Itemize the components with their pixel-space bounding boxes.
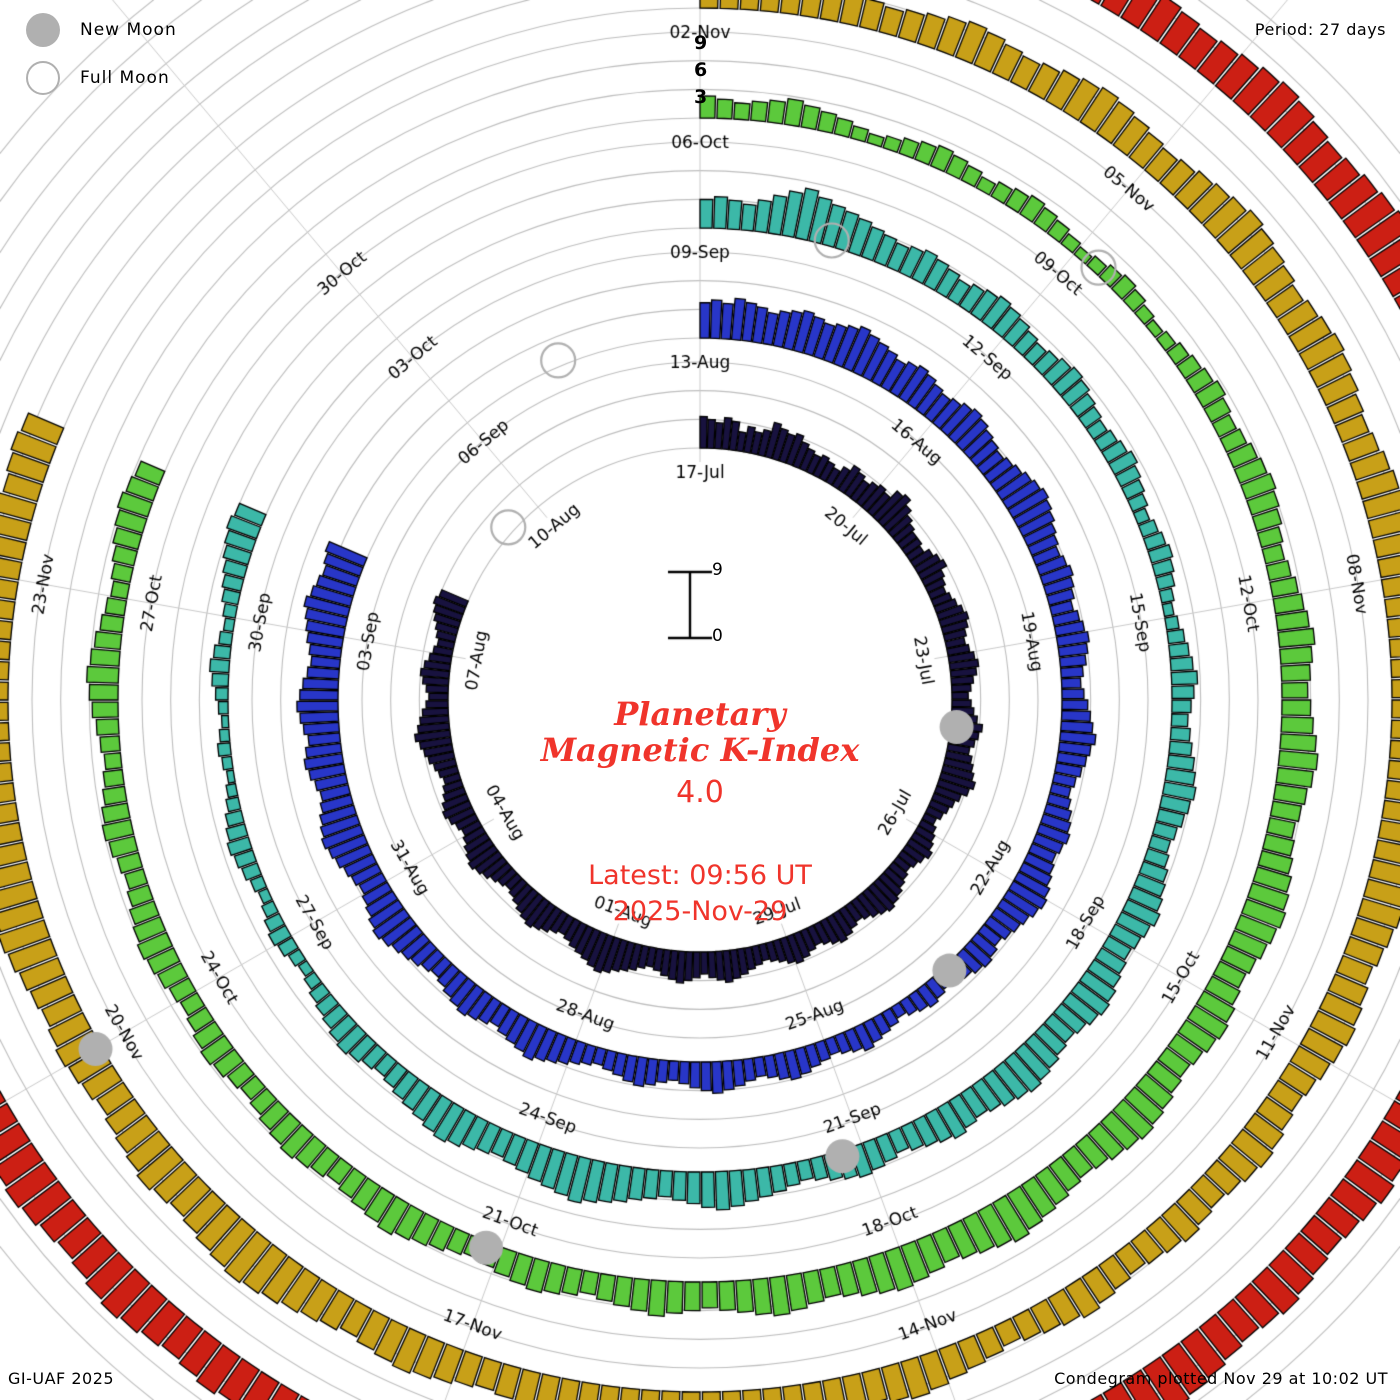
radial-tick-6: 6 (694, 59, 708, 81)
key-min-label: 0 (712, 626, 723, 646)
latest-date: 2025-Nov-29 (612, 896, 788, 927)
new-moon-icon (26, 13, 60, 47)
legend-item-full-moon: Full Moon (26, 54, 177, 102)
credit-label: GI-UAF 2025 (8, 1369, 115, 1388)
legend-item-new-moon: New Moon (26, 6, 177, 54)
latest-time: Latest: 09:56 UT (588, 860, 812, 891)
period-label: Period: 27 days (1254, 20, 1386, 39)
page-title: Planetary Magnetic K-Index (0, 696, 1400, 768)
current-kp-value: 4.0 (676, 775, 724, 810)
radial-tick-9: 9 (694, 32, 708, 54)
plotted-timestamp: Condegram plotted Nov 29 at 10:02 UT (1054, 1369, 1388, 1388)
title-line-2: Magnetic K-Index (540, 731, 860, 769)
new-moon-label: New Moon (80, 20, 177, 40)
latest-timestamp: Latest: 09:56 UT 2025-Nov-29 (0, 858, 1400, 930)
key-max-label: 9 (712, 560, 723, 580)
radial-tick-3: 3 (694, 86, 708, 108)
moon-legend: New Moon Full Moon (26, 6, 177, 102)
title-line-1: Planetary (614, 695, 786, 733)
full-moon-label: Full Moon (80, 68, 170, 88)
full-moon-icon (26, 61, 60, 95)
